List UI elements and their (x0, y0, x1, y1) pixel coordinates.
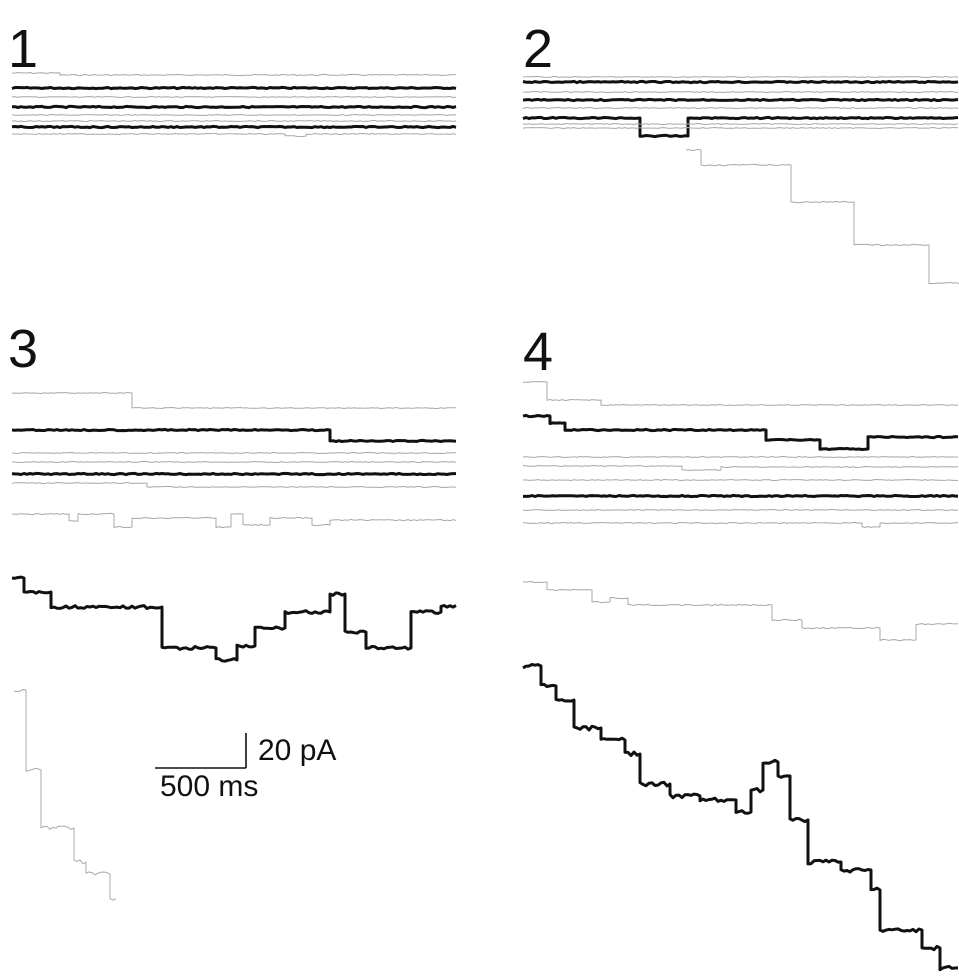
panel-3-thin-trace (11, 461, 457, 463)
panel-4-thin-trace (522, 522, 959, 528)
panel-4-thin-trace (522, 581, 959, 642)
panel-3-thick-trace (11, 471, 456, 477)
panel-2-thin-trace (522, 123, 959, 125)
panel-3-thin-trace (11, 482, 457, 488)
panel-2-thin-trace (522, 107, 959, 109)
panel-3-thick-trace (11, 427, 457, 443)
panel-2-thick-trace (522, 79, 959, 85)
panel-number-1: 1 (8, 19, 39, 79)
panel-1-thin-trace (11, 72, 457, 77)
panel-4-thick-trace (522, 413, 959, 451)
panel-number-3: 3 (8, 319, 39, 379)
panel-3-thin-trace (11, 392, 456, 409)
panel-1-thin-trace (11, 120, 457, 122)
panel-2-thick-trace (522, 97, 959, 103)
panel-4-thick-trace (522, 663, 959, 972)
panel-number-2: 2 (523, 19, 554, 79)
panel-1-thick-trace (12, 104, 457, 110)
scale-bar (155, 733, 247, 769)
panel-1-thick-trace (11, 124, 457, 130)
panel-4-thin-trace (522, 509, 959, 511)
panel-4-thin-trace (522, 465, 959, 471)
panel-3-thin-trace (13, 689, 117, 901)
panel-1-thin-trace (11, 96, 457, 98)
panel-2-thin-trace (522, 91, 959, 93)
panel-3-thick-trace (11, 575, 457, 663)
panel-2-thin-trace (522, 127, 959, 129)
panel-4-thin-trace (522, 479, 959, 481)
panel-3-thin-trace (11, 512, 457, 529)
panel-3-thin-trace (11, 452, 457, 454)
panel-1-thin-trace (11, 114, 457, 116)
scale-bar-current-label: 20 pA (258, 734, 337, 767)
scale-bar-time-label: 500 ms (160, 770, 259, 803)
panel-4-thick-trace (523, 493, 959, 499)
panel-4-thin-trace (522, 456, 959, 458)
panel-2-thin-trace (522, 76, 959, 78)
panel-4-thin-trace (522, 381, 959, 406)
panel-2-thin-trace (685, 148, 959, 285)
panel-1-thick-trace (11, 85, 457, 91)
panel-1-thin-trace (11, 133, 457, 137)
panel-number-4: 4 (523, 322, 554, 382)
panel-2-thick-trace (522, 115, 959, 139)
